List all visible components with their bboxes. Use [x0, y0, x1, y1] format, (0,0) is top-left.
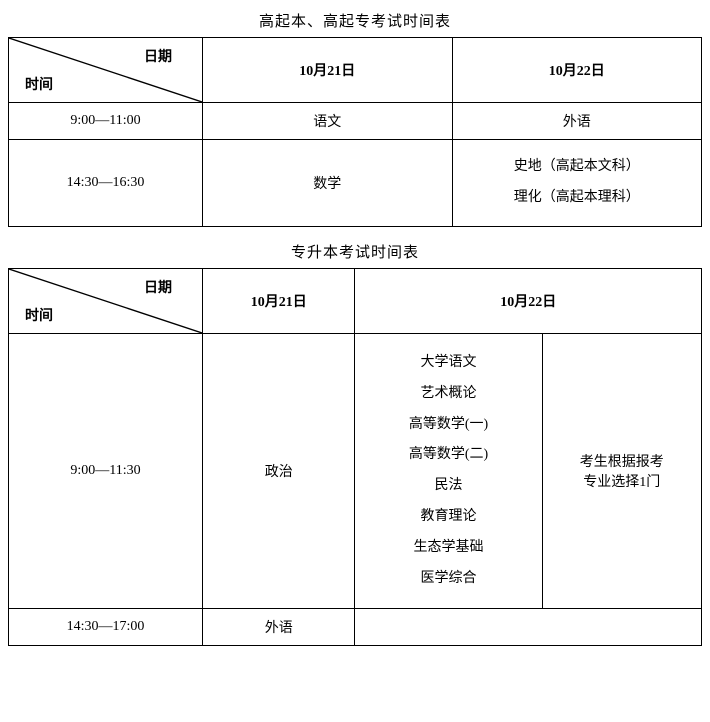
- subject-1: 大学语文: [359, 348, 537, 379]
- subject-8: 医学综合: [359, 564, 537, 595]
- header-date-label: 日期: [144, 277, 172, 297]
- table1-afternoon-col2: 史地（高起本文科） 理化（高起本理科）: [452, 140, 702, 227]
- table2-header-row: 日期 时间 10月21日 10月22日: [9, 269, 702, 334]
- table1: 日期 时间 10月21日 10月22日 9:00—11:00 语文 外语 14:…: [8, 37, 702, 227]
- table1-morning-col1: 语文: [203, 103, 452, 140]
- header-time-label: 时间: [25, 74, 53, 94]
- table1-title: 高起本、高起专考试时间表: [8, 10, 702, 31]
- table1-row-morning: 9:00—11:00 语文 外语: [9, 103, 702, 140]
- table1-afternoon-col1: 数学: [203, 140, 452, 227]
- table2-note-line1: 考生根据报考: [547, 451, 697, 471]
- subject-5: 民法: [359, 471, 537, 502]
- table2-subjects: 大学语文 艺术概论 高等数学(一) 高等数学(二) 民法 教育理论 生态学基础 …: [355, 334, 542, 609]
- table2-morning-col1: 政治: [203, 334, 355, 609]
- table2-col1-header: 10月21日: [203, 269, 355, 334]
- subject-4: 高等数学(二): [359, 440, 537, 471]
- table1-header-row: 日期 时间 10月21日 10月22日: [9, 38, 702, 103]
- table2-title: 专升本考试时间表: [8, 241, 702, 262]
- subject-7: 生态学基础: [359, 533, 537, 564]
- table2-row-afternoon: 14:30—17:00 外语: [9, 609, 702, 646]
- table1-morning-col2: 外语: [452, 103, 702, 140]
- table2-afternoon-col2: [355, 609, 702, 646]
- header-date-label: 日期: [144, 46, 172, 66]
- table2-time-afternoon: 14:30—17:00: [9, 609, 203, 646]
- table2-afternoon-col1: 外语: [203, 609, 355, 646]
- table1-afternoon-col2-line1: 史地（高起本文科）: [457, 152, 698, 183]
- table2-row-morning: 9:00—11:30 政治 大学语文 艺术概论 高等数学(一) 高等数学(二) …: [9, 334, 702, 609]
- table2-diag-header: 日期 时间: [9, 269, 203, 334]
- table2-note: 考生根据报考 专业选择1门: [542, 334, 701, 609]
- table2-time-morning: 9:00—11:30: [9, 334, 203, 609]
- table1-time-afternoon: 14:30—16:30: [9, 140, 203, 227]
- header-time-label: 时间: [25, 305, 53, 325]
- table1-col1-header: 10月21日: [203, 38, 452, 103]
- subject-3: 高等数学(一): [359, 410, 537, 441]
- subject-2: 艺术概论: [359, 379, 537, 410]
- table1-time-morning: 9:00—11:00: [9, 103, 203, 140]
- table1-col2-header: 10月22日: [452, 38, 702, 103]
- subject-6: 教育理论: [359, 502, 537, 533]
- table1-diag-header: 日期 时间: [9, 38, 203, 103]
- table1-row-afternoon: 14:30—16:30 数学 史地（高起本文科） 理化（高起本理科）: [9, 140, 702, 227]
- table2-note-line2: 专业选择1门: [547, 471, 697, 491]
- table1-afternoon-col2-line2: 理化（高起本理科）: [457, 183, 698, 214]
- table2: 日期 时间 10月21日 10月22日 9:00—11:30 政治 大学语文 艺…: [8, 268, 702, 646]
- table2-col2-header: 10月22日: [355, 269, 702, 334]
